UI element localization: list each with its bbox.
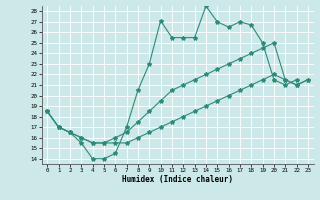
X-axis label: Humidex (Indice chaleur): Humidex (Indice chaleur)	[122, 175, 233, 184]
